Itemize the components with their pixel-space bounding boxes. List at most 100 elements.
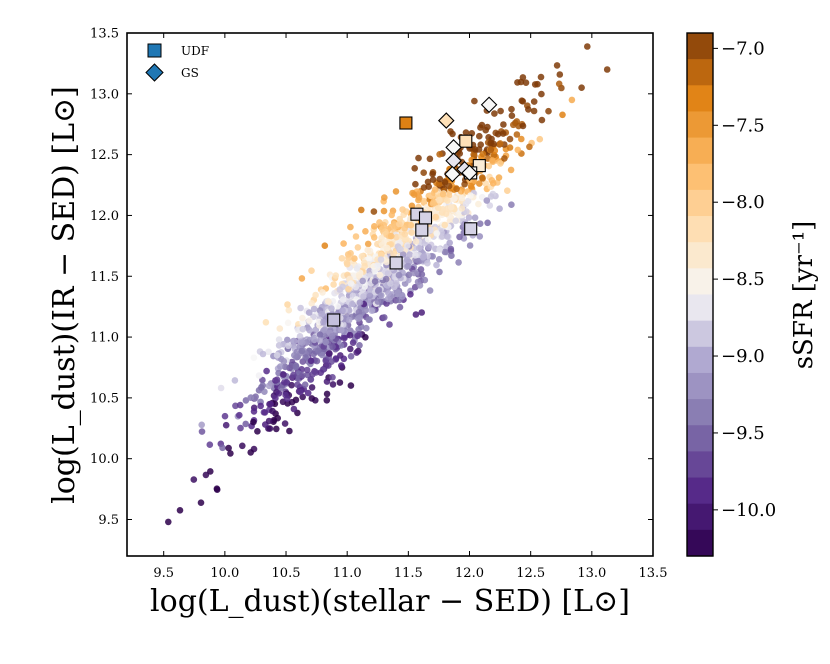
background-point <box>351 255 358 262</box>
background-point <box>361 262 368 270</box>
y-tick-label: 13.0 <box>90 87 119 102</box>
background-point <box>265 417 273 425</box>
background-point <box>401 230 409 238</box>
background-point <box>489 157 496 164</box>
background-point <box>308 384 316 391</box>
background-point <box>456 233 463 241</box>
background-point <box>254 428 261 435</box>
background-point <box>262 319 270 326</box>
background-point <box>467 192 474 199</box>
background-point <box>358 206 365 214</box>
colorbar-frame <box>686 32 714 557</box>
background-point <box>538 90 545 98</box>
background-point <box>384 270 392 277</box>
background-point <box>284 336 291 344</box>
y-tick-label: 9.5 <box>98 513 119 528</box>
background-point <box>294 381 301 389</box>
colorbar-band <box>687 268 713 296</box>
background-point <box>538 116 546 124</box>
background-point <box>275 336 283 343</box>
background-point <box>514 146 522 154</box>
background-point <box>436 246 443 253</box>
background-point <box>518 97 526 104</box>
background-point <box>441 179 449 186</box>
background-point <box>304 389 312 397</box>
background-point <box>466 242 474 249</box>
background-point <box>281 420 289 427</box>
background-point <box>401 225 408 232</box>
background-point <box>568 96 576 104</box>
background-point <box>439 190 447 198</box>
colorbar-band <box>687 85 713 113</box>
background-point <box>494 130 502 138</box>
background-point <box>202 471 210 479</box>
background-point <box>507 166 515 174</box>
background-point <box>328 333 336 340</box>
background-point <box>410 191 418 198</box>
background-point <box>508 105 515 113</box>
background-point <box>522 79 530 86</box>
colorbar-tick-label: −8.5 <box>721 269 765 290</box>
y-tick-label: 10.5 <box>90 391 119 406</box>
background-point <box>431 186 439 193</box>
background-point <box>412 252 419 259</box>
colorbar-band <box>687 503 713 531</box>
background-point <box>411 165 419 172</box>
background-point <box>334 303 342 310</box>
axis-ticks <box>127 32 654 556</box>
background-point <box>275 342 283 349</box>
background-point <box>429 170 436 178</box>
background-point <box>354 244 362 251</box>
background-point <box>329 374 336 381</box>
background-point <box>266 425 274 432</box>
x-tick-label: 10.5 <box>272 566 301 581</box>
background-point <box>475 200 482 208</box>
background-point <box>273 351 281 359</box>
background-point <box>490 140 498 148</box>
background-point <box>377 256 385 263</box>
background-point <box>331 289 338 297</box>
background-point <box>417 266 425 273</box>
background-point <box>462 129 470 136</box>
highlighted-markers <box>327 96 498 327</box>
background-point <box>302 354 309 361</box>
background-point <box>470 151 478 158</box>
background-point <box>288 381 295 389</box>
background-point <box>425 183 433 190</box>
background-point <box>308 300 316 307</box>
background-point <box>365 255 373 262</box>
background-point <box>497 160 504 167</box>
colorbar-title-text: sSFR [yr⁻¹] <box>789 221 819 370</box>
background-point <box>310 336 318 344</box>
background-point <box>325 362 332 369</box>
legend-gs-label: GS <box>181 66 199 80</box>
background-point <box>479 174 486 181</box>
background-point <box>322 338 330 346</box>
background-point <box>426 155 434 163</box>
colorbar-band <box>687 216 713 243</box>
background-point <box>504 187 511 194</box>
udf-point <box>464 222 478 236</box>
colorbar-band <box>687 425 713 452</box>
background-point <box>499 130 507 137</box>
colorbar-ticks: −7.0 −7.5 −8.0 −8.5 −9.0 −9.5 −10.0 <box>713 38 776 521</box>
background-point <box>476 220 484 227</box>
colorbar-band <box>687 59 713 86</box>
gs-point <box>444 165 461 183</box>
background-point <box>433 230 441 237</box>
background-point <box>447 245 455 253</box>
colorbar-band <box>687 477 713 505</box>
background-point <box>483 197 491 204</box>
background-point <box>347 280 355 287</box>
background-point <box>485 162 493 170</box>
background-point <box>555 80 563 88</box>
colorbar-tick-label: −9.5 <box>721 423 765 444</box>
plot-frame <box>126 32 654 557</box>
background-point <box>443 197 451 204</box>
background-point <box>410 269 418 277</box>
x-tick-label: 12.0 <box>455 566 484 581</box>
background-point <box>381 194 388 201</box>
background-point <box>471 97 478 105</box>
udf-point <box>399 116 413 130</box>
colorbar-band <box>687 137 713 165</box>
